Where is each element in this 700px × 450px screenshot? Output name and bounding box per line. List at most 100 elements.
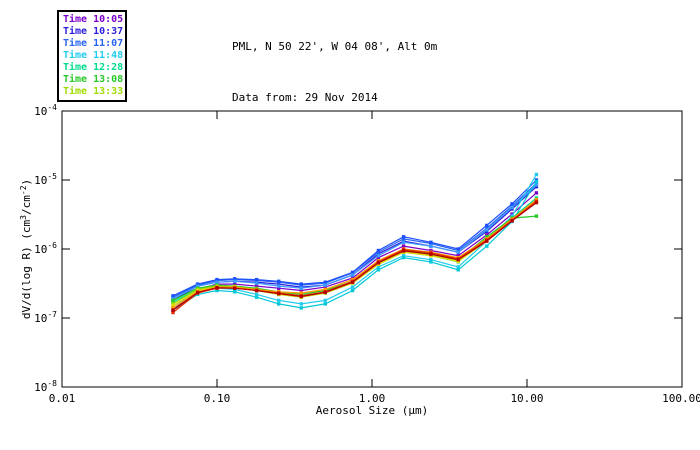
data-point-marker xyxy=(510,205,514,210)
chart-legend: Time 10:05 Time 10:37 Time 11:07 Time 11:48… xyxy=(57,10,127,102)
data-series-line xyxy=(172,179,537,297)
data-point-marker xyxy=(233,279,237,283)
data-point-marker xyxy=(350,288,355,293)
data-point-marker xyxy=(510,219,514,223)
data-point-marker xyxy=(376,248,381,253)
data-point-marker xyxy=(376,254,381,258)
y-tick-label: 10-6 xyxy=(34,241,57,256)
data-point-marker xyxy=(254,277,259,282)
data-point-marker xyxy=(299,286,303,290)
data-point-marker xyxy=(429,258,433,262)
data-point-marker xyxy=(299,306,303,310)
data-point-marker xyxy=(456,258,460,262)
legend-entry: Time 10:37 xyxy=(63,26,124,37)
legend-entry: Time 13:33 xyxy=(63,86,124,97)
data-point-marker xyxy=(195,290,200,295)
data-point-marker xyxy=(429,240,433,244)
data-point-marker xyxy=(215,280,219,284)
data-point-marker xyxy=(233,282,237,286)
data-point-marker xyxy=(254,288,259,293)
data-point-marker xyxy=(233,277,237,281)
x-tick-label: 10.00 xyxy=(510,392,543,405)
legend-entry: Time 10:05 xyxy=(63,14,124,25)
data-point-marker xyxy=(277,302,281,306)
data-point-marker xyxy=(171,298,175,303)
data-point-marker xyxy=(323,290,327,295)
data-point-marker xyxy=(277,298,281,303)
data-point-marker xyxy=(401,244,406,248)
data-point-marker xyxy=(277,279,281,283)
x-tick-label: 0.01 xyxy=(49,392,76,405)
data-point-marker xyxy=(323,283,327,287)
x-tick-label: 1.00 xyxy=(359,392,386,405)
data-point-marker xyxy=(277,292,281,296)
data-series-line xyxy=(172,199,537,309)
data-point-marker xyxy=(323,298,327,303)
data-point-marker xyxy=(323,302,327,306)
data-point-marker xyxy=(401,237,406,241)
plot-frame xyxy=(61,110,683,388)
data-point-marker xyxy=(254,281,259,285)
data-point-marker xyxy=(376,265,381,269)
data-point-marker xyxy=(299,302,303,306)
data-point-marker xyxy=(485,235,489,239)
data-point-marker xyxy=(485,239,489,243)
data-series-line xyxy=(172,181,537,311)
data-point-marker xyxy=(254,292,259,297)
data-point-marker xyxy=(456,265,460,269)
y-tick-label: 10-8 xyxy=(34,379,57,394)
data-point-marker xyxy=(171,308,175,312)
data-point-marker xyxy=(401,235,406,239)
data-point-marker xyxy=(485,223,489,228)
data-point-marker xyxy=(277,286,281,290)
data-point-marker xyxy=(429,252,433,256)
x-tick-label: 0.10 xyxy=(204,392,231,405)
data-point-marker xyxy=(456,254,460,258)
data-point-marker xyxy=(350,285,355,289)
data-point-marker xyxy=(215,277,219,282)
data-point-marker xyxy=(485,244,489,248)
data-point-marker xyxy=(534,214,539,218)
data-point-marker xyxy=(534,179,539,184)
data-point-marker xyxy=(456,259,460,264)
data-point-marker xyxy=(299,291,303,295)
data-series-line xyxy=(172,201,537,307)
data-point-marker xyxy=(510,202,514,206)
data-point-marker xyxy=(534,200,539,205)
data-point-marker xyxy=(350,280,355,284)
y-axis-label: dV/d(log R) (cm3/cm-2) xyxy=(19,179,33,319)
data-point-marker xyxy=(401,255,406,260)
data-point-marker xyxy=(485,228,489,232)
data-series-line xyxy=(172,182,537,298)
data-point-marker xyxy=(510,212,514,216)
chart-titles: PML, N 50 22', W 04 08', Alt 0m Data fro… xyxy=(232,4,437,140)
legend-entry: Time 11:48 xyxy=(63,50,124,61)
y-tick-label: 10-7 xyxy=(34,310,57,325)
data-point-marker xyxy=(485,233,489,237)
data-series-line xyxy=(172,192,537,311)
data-point-marker xyxy=(277,284,281,288)
data-point-marker xyxy=(277,282,281,286)
data-point-marker xyxy=(171,294,175,298)
data-point-marker xyxy=(376,261,381,265)
data-point-marker xyxy=(195,282,200,286)
legend-entry: Time 11:07 xyxy=(63,38,124,49)
data-point-marker xyxy=(254,295,259,299)
data-point-marker xyxy=(534,183,539,187)
data-point-marker xyxy=(254,284,259,288)
data-point-marker xyxy=(171,304,175,308)
y-tick-label: 10-4 xyxy=(34,103,57,118)
data-series-line xyxy=(172,200,537,313)
data-point-marker xyxy=(376,268,381,272)
data-point-marker xyxy=(323,287,327,292)
data-point-marker xyxy=(456,268,460,272)
x-tick-label: 100.00 xyxy=(662,392,700,405)
data-point-marker xyxy=(323,280,327,284)
data-point-marker xyxy=(534,185,539,189)
data-point-marker xyxy=(323,285,327,289)
y-tick-label: 10-5 xyxy=(34,172,57,187)
data-point-marker xyxy=(401,249,406,253)
data-point-marker xyxy=(350,270,355,274)
data-point-marker xyxy=(534,191,539,195)
